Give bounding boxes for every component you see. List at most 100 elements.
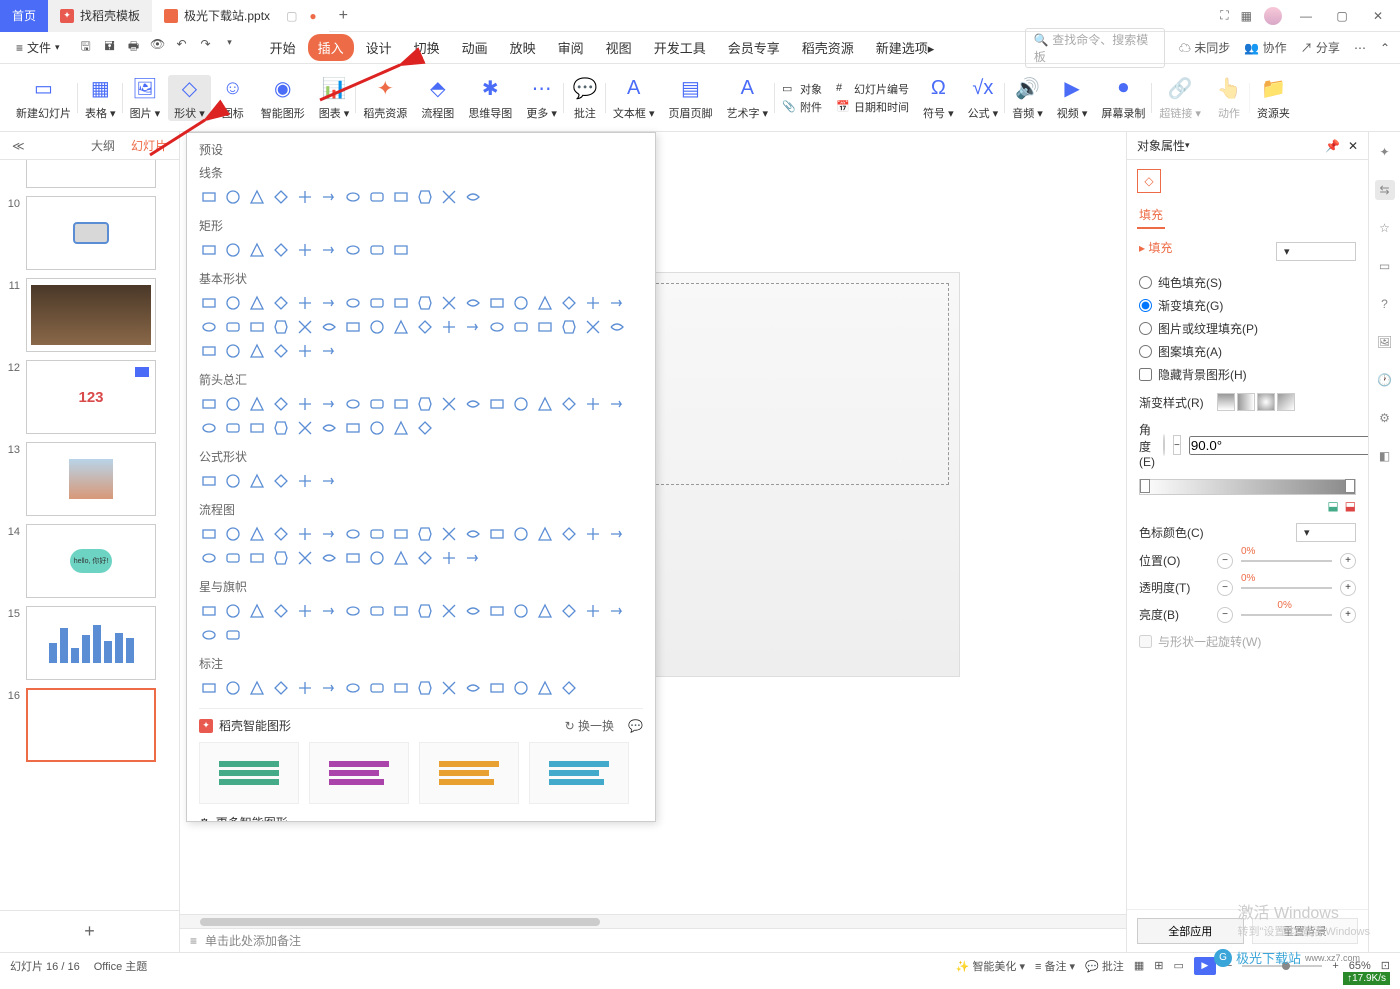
shape-item[interactable] <box>415 187 435 207</box>
comment-button[interactable]: 💬 批注 <box>1085 958 1124 974</box>
ribbon-image[interactable]: 🖼图片 ▾ <box>124 75 167 121</box>
shape-item[interactable] <box>223 187 243 207</box>
shape-item[interactable] <box>199 240 219 260</box>
shape-item[interactable] <box>391 317 411 337</box>
ribbon-comment[interactable]: 💬批注 <box>565 75 605 121</box>
ribbon-object[interactable]: ▭对象 <box>782 81 822 97</box>
remove-stop-icon[interactable]: ⬓ <box>1345 499 1356 513</box>
shape-item[interactable] <box>223 317 243 337</box>
shape-item[interactable] <box>463 187 483 207</box>
more-smart-link[interactable]: ⚙ 更多智能图形 <box>199 814 643 822</box>
ribbon-new-slide[interactable]: ▭新建幻灯片 <box>10 75 77 121</box>
shape-item[interactable] <box>583 293 603 313</box>
menu-tab-design[interactable]: 设计 <box>356 34 402 61</box>
shape-item[interactable] <box>415 678 435 698</box>
shape-item[interactable] <box>199 548 219 568</box>
fill-group-title[interactable]: 填充 <box>1139 239 1172 256</box>
ribbon-screenrec[interactable]: ⏺屏幕录制 <box>1095 75 1151 121</box>
menu-tab-slideshow[interactable]: 放映 <box>500 34 546 61</box>
shape-item[interactable] <box>391 187 411 207</box>
outline-tab[interactable]: 大纲 <box>91 137 115 154</box>
shape-item[interactable] <box>247 524 267 544</box>
shape-item[interactable] <box>271 601 291 621</box>
shape-item[interactable] <box>391 240 411 260</box>
shape-item[interactable] <box>607 601 627 621</box>
shape-item[interactable] <box>535 293 555 313</box>
shape-item[interactable] <box>343 418 363 438</box>
shape-item[interactable] <box>535 524 555 544</box>
shape-item[interactable] <box>439 394 459 414</box>
shape-item[interactable] <box>319 187 339 207</box>
menu-tab-insert[interactable]: 插入 <box>308 34 354 61</box>
rt-cube-icon[interactable]: ◧ <box>1375 446 1395 466</box>
beautify-button[interactable]: ✨ 智能美化 ▾ <box>956 958 1025 974</box>
shape-item[interactable] <box>199 601 219 621</box>
shape-item[interactable] <box>463 394 483 414</box>
shape-item[interactable] <box>271 317 291 337</box>
props-fill-tab[interactable]: 填充 <box>1137 202 1165 229</box>
shape-item[interactable] <box>511 524 531 544</box>
ribbon-symbol[interactable]: Ω符号 ▾ <box>917 75 960 121</box>
shape-item[interactable] <box>463 601 483 621</box>
shape-item[interactable] <box>343 548 363 568</box>
shape-item[interactable] <box>271 394 291 414</box>
shape-item[interactable] <box>223 678 243 698</box>
shape-item[interactable] <box>343 293 363 313</box>
shape-item[interactable] <box>295 524 315 544</box>
trans-minus[interactable]: − <box>1217 580 1233 596</box>
shape-item[interactable] <box>223 418 243 438</box>
shape-item[interactable] <box>535 601 555 621</box>
shape-item[interactable] <box>343 240 363 260</box>
preview-icon[interactable]: 👁 <box>150 37 166 58</box>
tab-add-button[interactable]: + <box>329 7 358 25</box>
shape-item[interactable] <box>463 548 483 568</box>
shape-item[interactable] <box>319 548 339 568</box>
shape-item[interactable] <box>367 293 387 313</box>
shape-item[interactable] <box>511 678 531 698</box>
shape-item[interactable] <box>199 341 219 361</box>
shape-item[interactable] <box>415 548 435 568</box>
shape-item[interactable] <box>199 625 219 645</box>
shape-item[interactable] <box>295 293 315 313</box>
shape-item[interactable] <box>367 678 387 698</box>
shape-item[interactable] <box>295 317 315 337</box>
rotate-with-checkbox[interactable]: 与形状一起旋转(W) <box>1139 633 1356 650</box>
shape-item[interactable] <box>583 317 603 337</box>
shape-item[interactable] <box>271 524 291 544</box>
shape-item[interactable] <box>439 548 459 568</box>
shape-item[interactable] <box>343 524 363 544</box>
shape-item[interactable] <box>247 548 267 568</box>
ribbon-table[interactable]: ▦表格 ▾ <box>79 75 122 121</box>
shape-item[interactable] <box>199 187 219 207</box>
shape-item[interactable] <box>247 317 267 337</box>
shape-item[interactable] <box>223 341 243 361</box>
shape-item[interactable] <box>199 524 219 544</box>
shape-item[interactable] <box>343 394 363 414</box>
shape-item[interactable] <box>439 524 459 544</box>
shape-item[interactable] <box>295 394 315 414</box>
shape-item[interactable] <box>271 678 291 698</box>
save2-icon[interactable]: 🖬 <box>102 37 118 58</box>
slide-item-14[interactable]: 14hello, 你好! <box>4 524 175 598</box>
shape-item[interactable] <box>319 524 339 544</box>
shape-item[interactable] <box>247 471 267 491</box>
shape-item[interactable] <box>247 240 267 260</box>
shape-item[interactable] <box>511 293 531 313</box>
shape-item[interactable] <box>247 293 267 313</box>
tab-document[interactable]: 极光下载站.pptx ▢ ● <box>152 0 329 32</box>
shape-item[interactable] <box>271 293 291 313</box>
close-button[interactable]: ✕ <box>1366 9 1390 23</box>
shape-item[interactable] <box>535 678 555 698</box>
gradient-fill-radio[interactable]: 渐变填充(G) <box>1139 297 1356 314</box>
view-normal-icon[interactable]: ▦ <box>1134 959 1144 972</box>
ribbon-headerfooter[interactable]: ▤页眉页脚 <box>662 75 718 121</box>
shape-item[interactable] <box>247 418 267 438</box>
smart-template-1[interactable] <box>199 742 299 804</box>
shape-item[interactable] <box>223 524 243 544</box>
shape-item[interactable] <box>319 341 339 361</box>
ribbon-flowchart[interactable]: ⬘流程图 <box>415 75 460 121</box>
ribbon-shape[interactable]: ◇形状 ▾ <box>168 75 211 121</box>
file-menu[interactable]: ≡ 文件 ▾ <box>10 39 66 56</box>
slide-item-9[interactable]: 9 <box>4 160 175 188</box>
shape-item[interactable] <box>583 524 603 544</box>
